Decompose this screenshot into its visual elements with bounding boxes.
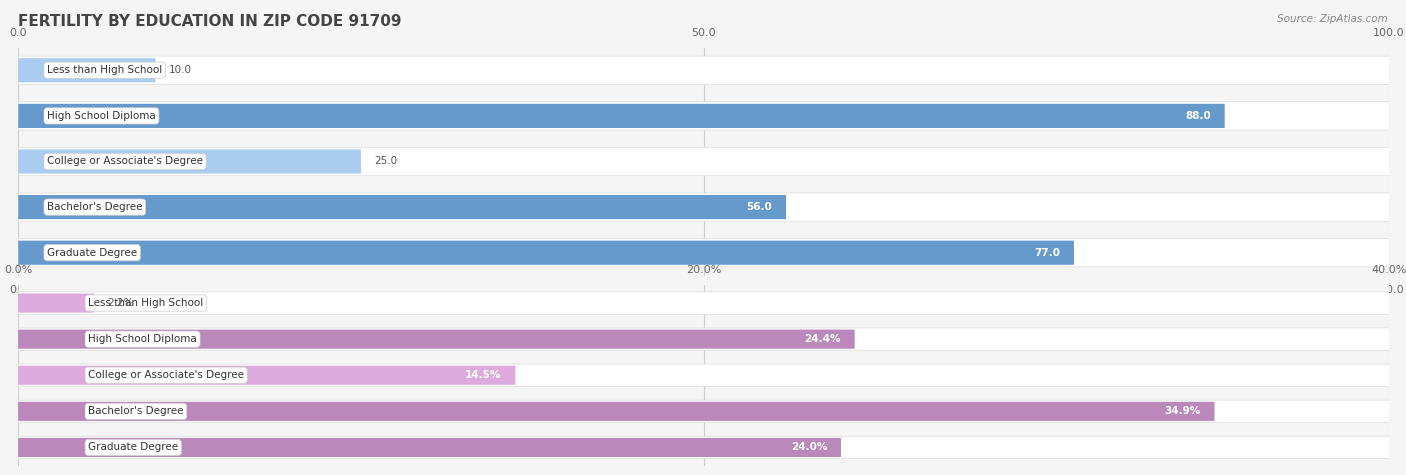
FancyBboxPatch shape (18, 292, 1389, 314)
Text: 25.0: 25.0 (374, 156, 398, 167)
Text: High School Diploma: High School Diploma (89, 334, 197, 344)
FancyBboxPatch shape (18, 241, 1074, 265)
Text: 10.0: 10.0 (169, 65, 193, 76)
Text: College or Associate's Degree: College or Associate's Degree (89, 370, 245, 380)
Text: 88.0: 88.0 (1185, 111, 1211, 121)
Text: 34.9%: 34.9% (1164, 406, 1201, 417)
FancyBboxPatch shape (18, 193, 1389, 221)
Text: High School Diploma: High School Diploma (46, 111, 156, 121)
Text: Less than High School: Less than High School (46, 65, 162, 76)
Text: Bachelor's Degree: Bachelor's Degree (89, 406, 184, 417)
FancyBboxPatch shape (18, 150, 361, 173)
Text: 56.0: 56.0 (747, 202, 772, 212)
Text: Source: ZipAtlas.com: Source: ZipAtlas.com (1277, 14, 1388, 24)
Text: Less than High School: Less than High School (89, 298, 204, 308)
Text: 24.0%: 24.0% (790, 442, 827, 453)
FancyBboxPatch shape (18, 402, 1215, 421)
FancyBboxPatch shape (18, 366, 516, 385)
Text: Bachelor's Degree: Bachelor's Degree (46, 202, 142, 212)
FancyBboxPatch shape (18, 147, 1389, 176)
FancyBboxPatch shape (18, 56, 1389, 85)
Text: FERTILITY BY EDUCATION IN ZIP CODE 91709: FERTILITY BY EDUCATION IN ZIP CODE 91709 (18, 14, 402, 29)
Text: 24.4%: 24.4% (804, 334, 841, 344)
FancyBboxPatch shape (18, 364, 1389, 387)
FancyBboxPatch shape (18, 294, 94, 313)
FancyBboxPatch shape (18, 102, 1389, 130)
FancyBboxPatch shape (18, 104, 1225, 128)
Text: 77.0: 77.0 (1035, 247, 1060, 258)
FancyBboxPatch shape (18, 400, 1389, 423)
FancyBboxPatch shape (18, 238, 1389, 267)
Text: 2.2%: 2.2% (107, 298, 134, 308)
FancyBboxPatch shape (18, 328, 1389, 351)
FancyBboxPatch shape (18, 438, 841, 457)
FancyBboxPatch shape (18, 58, 156, 82)
Text: 14.5%: 14.5% (465, 370, 502, 380)
Text: Graduate Degree: Graduate Degree (46, 247, 138, 258)
FancyBboxPatch shape (18, 330, 855, 349)
Text: Graduate Degree: Graduate Degree (89, 442, 179, 453)
FancyBboxPatch shape (18, 436, 1389, 459)
FancyBboxPatch shape (18, 195, 786, 219)
Text: College or Associate's Degree: College or Associate's Degree (46, 156, 202, 167)
